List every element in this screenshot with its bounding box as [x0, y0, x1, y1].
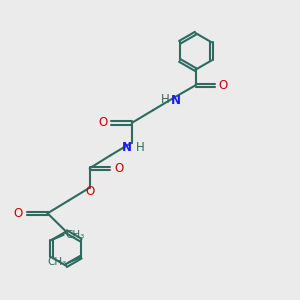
- Text: O: O: [14, 207, 23, 220]
- Text: N: N: [122, 141, 131, 154]
- Text: CH₃: CH₃: [47, 257, 66, 268]
- Text: N: N: [171, 94, 181, 107]
- Text: O: O: [114, 162, 123, 175]
- Text: H: H: [136, 141, 145, 154]
- Text: H: H: [160, 93, 169, 106]
- Text: O: O: [218, 79, 228, 92]
- Text: O: O: [98, 116, 107, 129]
- Text: CH₃: CH₃: [66, 230, 85, 240]
- Text: O: O: [85, 185, 94, 198]
